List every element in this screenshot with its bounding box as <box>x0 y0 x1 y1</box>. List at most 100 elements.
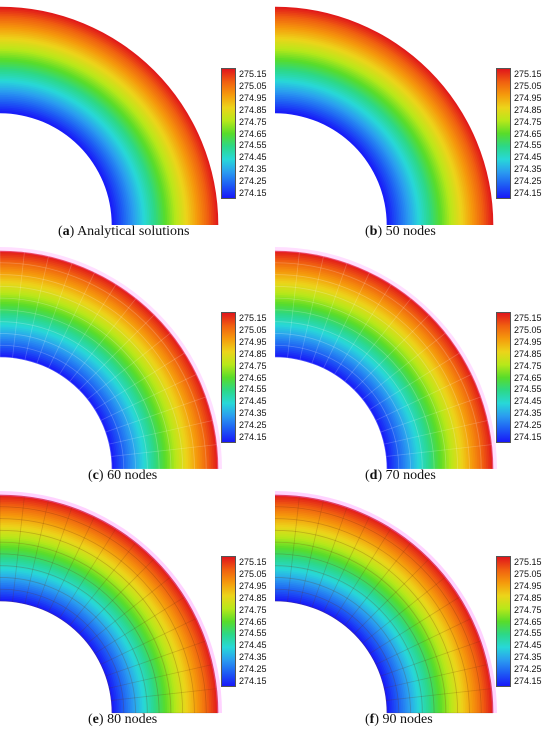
panel-caption: (d) 70 nodes <box>365 468 436 483</box>
mesh-ring-line <box>275 518 470 714</box>
colorbar-tick-label: 275.05 <box>239 80 267 91</box>
mesh-ring-line <box>0 588 125 714</box>
colorbar-tick-label: 274.45 <box>239 152 267 163</box>
mesh-radial-line <box>105 396 206 433</box>
colorbar-tick-label: 274.15 <box>514 432 542 442</box>
colorbar-tick-label: 274.15 <box>514 188 542 198</box>
colorbar-tick-label: 274.65 <box>239 616 267 627</box>
mesh-ring-line <box>275 600 388 714</box>
colorbar-tick-label: 274.35 <box>514 164 542 175</box>
colorbar-tick-label: 275.05 <box>514 568 542 579</box>
mesh-radial-line <box>380 640 481 677</box>
colorbar-tick-label: 275.15 <box>514 313 542 323</box>
mesh-radial-line <box>375 618 472 665</box>
colorbar-tick-label: 275.15 <box>239 313 267 323</box>
mesh-radial-line <box>344 298 412 382</box>
colorbar-tick-label: 274.15 <box>239 432 267 442</box>
colorbar-tick-label: 274.45 <box>514 640 542 651</box>
mesh-radial-line <box>100 374 197 421</box>
mesh-radial-line <box>380 396 481 433</box>
colorbar <box>496 312 511 443</box>
panel-f: 275.15 275.05 274.95 274.85 274.75 274.65 274.… <box>275 488 550 732</box>
mesh-ring-line <box>275 577 411 714</box>
mesh-radial-line <box>299 256 324 360</box>
colorbar-tick-label: 274.45 <box>514 152 542 163</box>
colorbar-tick-label: 274.65 <box>514 616 542 627</box>
colorbar-tick-label: 274.75 <box>239 360 267 371</box>
mesh-ring-line <box>275 285 459 470</box>
mesh-ring-line <box>0 262 207 470</box>
colorbar-tick-label: 274.85 <box>239 348 267 359</box>
mesh-overlay <box>275 491 497 714</box>
colorbar-tick-label: 274.85 <box>514 348 542 359</box>
colorbar-tick-label: 275.15 <box>514 69 542 79</box>
mesh-overlay <box>0 491 222 714</box>
colorbar-tick-label: 274.35 <box>239 164 267 175</box>
panel-caption: (f) 90 nodes <box>365 712 433 727</box>
colorbar-tick-label: 274.45 <box>239 640 267 651</box>
mesh-radial-line <box>87 332 171 400</box>
colorbar-tick-label: 274.55 <box>239 140 267 151</box>
panel-caption-text: 50 nodes <box>385 224 436 239</box>
colorbar-tick-label: 275.15 <box>514 557 542 567</box>
colorbar-tick-label: 274.95 <box>514 336 542 347</box>
panel-e: 275.15 275.05 274.95 274.85 274.75 274.65 274.… <box>0 488 275 732</box>
colorbar-tick-label: 274.75 <box>514 360 542 371</box>
panel-letter: f <box>369 712 375 727</box>
colorbar-tick-label: 274.95 <box>239 92 267 103</box>
panel-caption: (a) Analytical solutions <box>58 224 190 239</box>
mesh-overlay <box>275 247 497 470</box>
mesh-ring-line <box>275 297 447 470</box>
mesh-radial-line <box>36 507 73 608</box>
colorbar-tick-label: 275.05 <box>239 324 267 335</box>
colorbar-tick-label: 274.65 <box>239 372 267 383</box>
mesh-radial-line <box>334 528 392 619</box>
mesh-radial-line <box>323 516 370 613</box>
mesh-ring-line <box>275 274 470 470</box>
mesh-radial-line <box>12 496 25 602</box>
panel-caption-text: Analytical solutions <box>77 224 190 239</box>
mesh-ring-line <box>0 250 219 470</box>
colorbar-tick-label: 275.15 <box>239 557 267 567</box>
mesh-radial-line <box>111 688 217 701</box>
mesh-radial-line <box>334 284 392 375</box>
mesh-radial-line <box>311 507 348 608</box>
mesh-ring-line <box>0 518 195 714</box>
colorbar-tick-label: 274.85 <box>239 104 267 115</box>
colorbar <box>496 556 511 687</box>
panel-c: 275.15 275.05 274.95 274.85 274.75 274.65 274.… <box>0 244 275 488</box>
mesh-radial-line <box>386 688 492 701</box>
mesh-ring-line <box>275 565 423 714</box>
mesh-radial-line <box>69 298 137 382</box>
mesh-radial-line <box>362 576 446 644</box>
mesh-ring-line <box>275 344 400 470</box>
panel-letter: c <box>92 468 99 483</box>
colorbar-tick-label: 274.85 <box>514 104 542 115</box>
mesh-radial-line <box>48 272 95 369</box>
mesh-ring-line <box>275 262 482 470</box>
colorbar <box>221 68 236 199</box>
mesh-radial-line <box>299 500 324 604</box>
colorbar-tick-label: 274.45 <box>239 396 267 407</box>
colorbar-tick-label: 274.25 <box>239 176 267 187</box>
panel-d: 275.15 275.05 274.95 274.85 274.75 274.65 274.… <box>275 244 550 488</box>
mesh-overlay <box>0 247 222 470</box>
colorbar-tick-label: 274.15 <box>514 676 542 686</box>
mesh-ring-line <box>0 577 136 714</box>
mesh-ring-line <box>0 565 148 714</box>
mesh-ring-line <box>0 321 148 470</box>
panel-caption-text: 70 nodes <box>385 468 436 483</box>
colorbar-tick-label: 274.45 <box>514 396 542 407</box>
colorbar-tick-label: 274.35 <box>239 408 267 419</box>
mesh-radial-line <box>100 618 197 665</box>
colorbar-tick-label: 274.25 <box>514 664 542 675</box>
mesh-radial-line <box>48 516 95 613</box>
colorbar-tick-label: 274.85 <box>239 592 267 603</box>
mesh-ring-line <box>0 356 113 470</box>
colorbar-tick-label: 274.95 <box>514 580 542 591</box>
colorbar-tick-label: 274.35 <box>239 652 267 663</box>
colorbar-tick-label: 275.05 <box>239 568 267 579</box>
colorbar-tick-label: 274.35 <box>514 652 542 663</box>
mesh-radial-line <box>287 252 300 358</box>
mesh-radial-line <box>59 284 117 375</box>
